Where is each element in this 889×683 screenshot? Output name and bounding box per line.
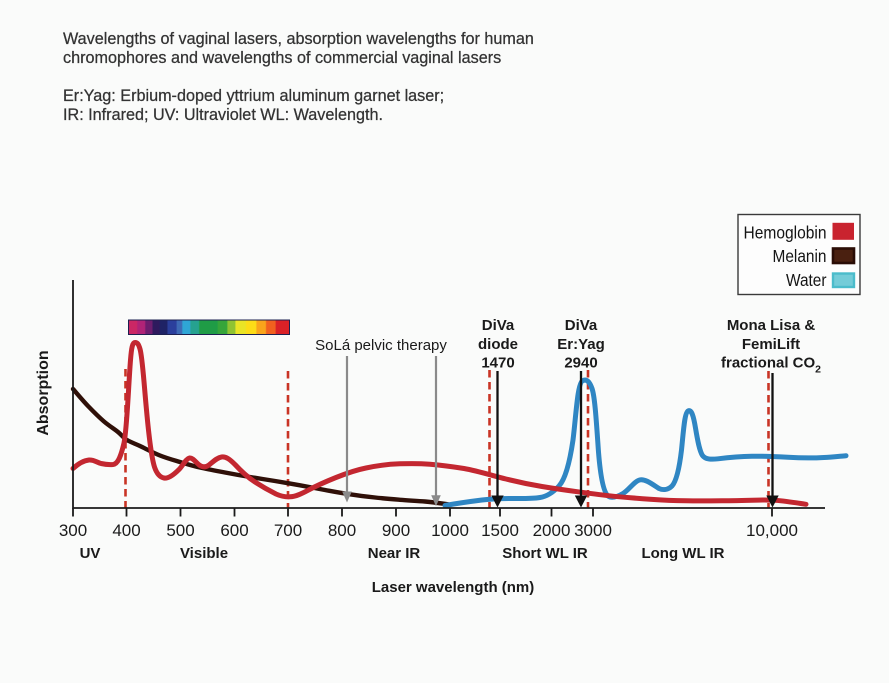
svg-text:Melanin: Melanin [773, 246, 827, 266]
svg-text:900: 900 [382, 521, 410, 540]
svg-text:2940: 2940 [564, 355, 597, 372]
svg-text:fractional CO2: fractional CO2 [721, 355, 821, 376]
svg-text:Absorption: Absorption [35, 350, 52, 435]
svg-text:Water: Water [786, 270, 827, 290]
svg-text:1000: 1000 [431, 521, 469, 540]
svg-text:400: 400 [112, 521, 140, 540]
svg-text:2000: 2000 [533, 521, 571, 540]
svg-text:800: 800 [328, 521, 356, 540]
svg-text:SoLá pelvic therapy: SoLá pelvic therapy [315, 337, 447, 354]
svg-text:10,000: 10,000 [746, 521, 798, 540]
svg-text:DiVa: DiVa [482, 317, 515, 334]
svg-text:Mona Lisa &: Mona Lisa & [727, 317, 816, 334]
svg-text:Near IR: Near IR [368, 545, 421, 562]
svg-text:diode: diode [478, 336, 518, 353]
svg-text:Hemoglobin: Hemoglobin [744, 223, 827, 243]
svg-text:DiVa: DiVa [565, 317, 598, 334]
svg-text:Long WL IR: Long WL IR [641, 545, 724, 562]
svg-text:700: 700 [274, 521, 302, 540]
svg-text:UV: UV [80, 545, 101, 562]
svg-text:3000: 3000 [574, 521, 612, 540]
svg-text:1470: 1470 [481, 355, 514, 372]
svg-text:FemiLift: FemiLift [742, 336, 800, 353]
svg-text:500: 500 [166, 521, 194, 540]
svg-text:Laser wavelength (nm): Laser wavelength (nm) [372, 579, 535, 596]
svg-text:300: 300 [59, 521, 87, 540]
svg-text:Visible: Visible [180, 545, 228, 562]
svg-text:Er:Yag: Er:Yag [557, 336, 605, 353]
svg-text:Short WL IR: Short WL IR [502, 545, 588, 562]
svg-text:1500: 1500 [481, 521, 519, 540]
svg-text:600: 600 [220, 521, 248, 540]
